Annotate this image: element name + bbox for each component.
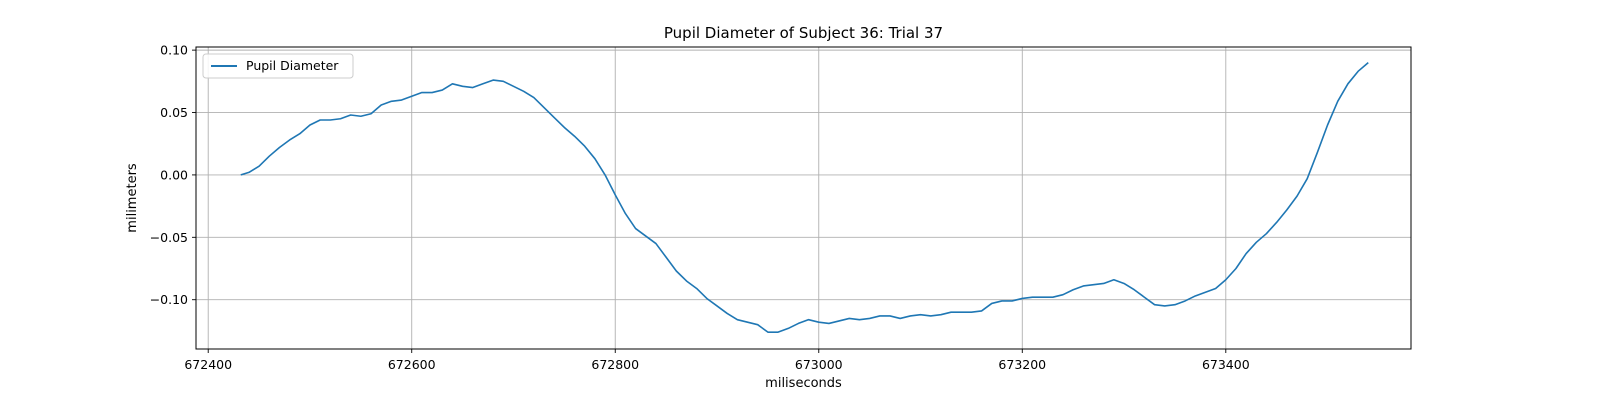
y-tick-label: 0.05 — [160, 105, 188, 120]
x-tick-label: 672600 — [388, 357, 436, 372]
x-axis-label: miliseconds — [765, 376, 842, 391]
y-tick-label: 0.00 — [160, 167, 188, 182]
y-axis: −0.10 −0.05 0.00 0.05 0.10 — [150, 43, 196, 307]
x-tick-label: 673000 — [795, 357, 843, 372]
y-tick-label: −0.05 — [150, 230, 188, 245]
y-tick-label: 0.10 — [160, 43, 188, 58]
legend-box — [202, 53, 354, 79]
x-tick-label: 673400 — [1202, 357, 1250, 372]
axes-frame — [195, 46, 1412, 350]
legend: Pupil Diameter — [202, 53, 354, 79]
x-axis: 672400 672600 672800 673000 673200 673400 — [184, 349, 1250, 372]
y-axis-label: milimeters — [125, 163, 140, 233]
plot-area — [240, 61, 1369, 333]
grid — [196, 47, 1411, 349]
x-tick-label: 673200 — [998, 357, 1046, 372]
y-tick-label: −0.10 — [150, 292, 188, 307]
series-line — [240, 61, 1369, 333]
x-tick-label: 672800 — [591, 357, 639, 372]
chart-title: Pupil Diameter of Subject 36: Trial 37 — [664, 24, 943, 42]
x-tick-label: 672400 — [184, 357, 232, 372]
legend-label: Pupil Diameter — [246, 58, 339, 73]
